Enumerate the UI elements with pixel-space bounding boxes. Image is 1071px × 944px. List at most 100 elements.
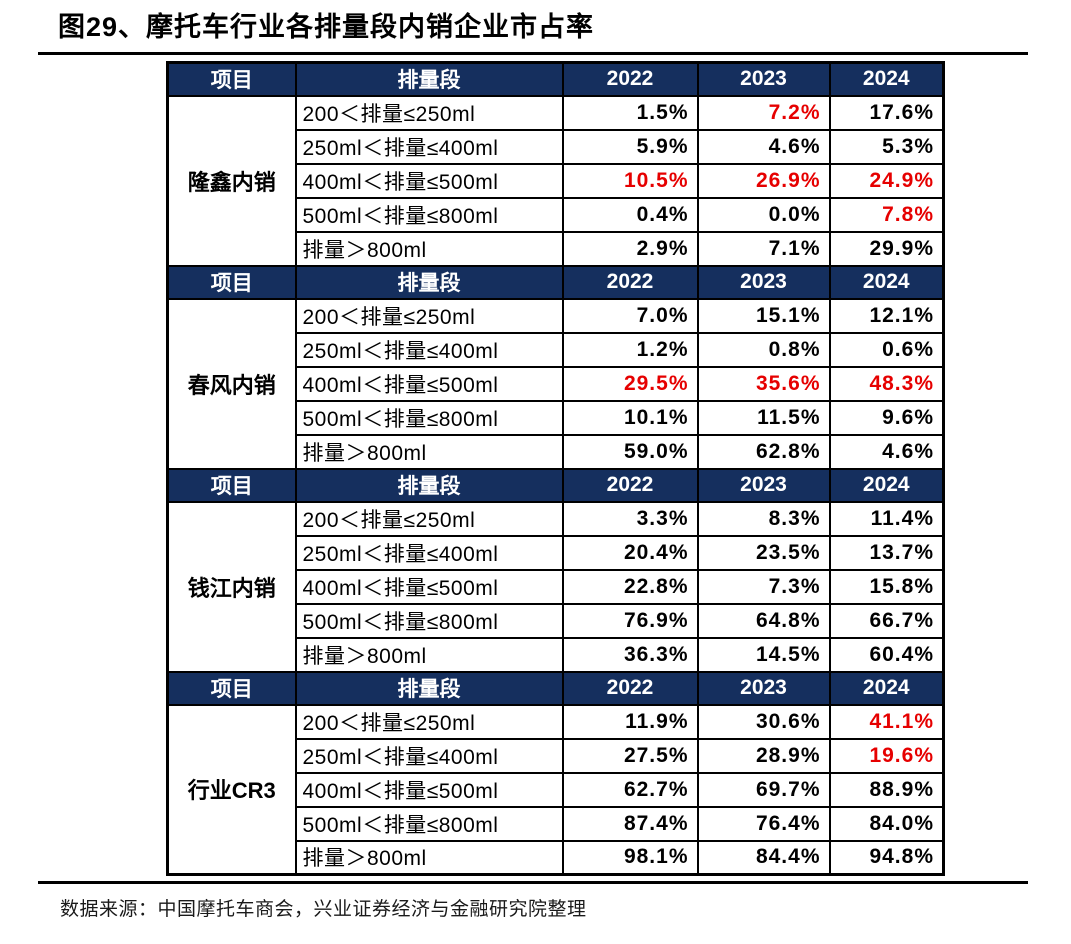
value-cell: 36.3% bbox=[561, 636, 699, 673]
column-header: 项目 bbox=[166, 61, 297, 97]
segment-label: 400ml＜排量≤500ml bbox=[294, 365, 564, 402]
table-row: 行业CR3 200＜排量≤250ml 11.9% 30.6% 41.1% bbox=[166, 703, 945, 876]
table-container: 项目 排量段 2022 2023 2024 隆鑫内销 200＜排量≤250ml 1.5% 7.2… bbox=[166, 61, 1071, 876]
value-cell: 0.8% bbox=[696, 331, 831, 368]
table-row: 250ml＜排量≤400ml 27.5% 28.9% 19.6% bbox=[168, 737, 945, 774]
table-row: 钱江内销 200＜排量≤250ml 3.3% 8.3% 11.4% bbox=[166, 500, 945, 673]
column-header: 2023 bbox=[696, 670, 831, 706]
footer-rule bbox=[38, 881, 1028, 884]
table-row: 春风内销 200＜排量≤250ml 7.0% 15.1% 12.1% bbox=[166, 297, 945, 470]
figure-title: 图29、摩托车行业各排量段内销企业市占率 bbox=[58, 12, 595, 42]
table-row: 500ml＜排量≤800ml 0.4% 0.0% 7.8% bbox=[168, 196, 945, 233]
value-cell: 0.0% bbox=[696, 196, 831, 233]
value-cell: 14.5% bbox=[696, 636, 831, 673]
value-cell: 5.9% bbox=[561, 128, 699, 165]
value-cell: 29.9% bbox=[828, 230, 945, 267]
value-cell: 76.9% bbox=[561, 602, 699, 639]
value-cell: 28.9% bbox=[696, 737, 831, 774]
value-cell: 1.2% bbox=[561, 331, 699, 368]
column-header: 排量段 bbox=[294, 467, 564, 503]
column-header: 项目 bbox=[166, 264, 297, 300]
table-section: 项目 排量段 2022 2023 2024 行业CR3 200＜排量≤250ml 11.9% 3… bbox=[166, 670, 945, 876]
table-section: 项目 排量段 2022 2023 2024 钱江内销 200＜排量≤250ml 3.3% 8.3… bbox=[166, 467, 945, 673]
value-cell: 7.3% bbox=[696, 568, 831, 605]
value-cell: 9.6% bbox=[828, 399, 945, 436]
group-label: 行业CR3 bbox=[166, 703, 297, 876]
value-cell: 84.4% bbox=[696, 839, 831, 876]
value-cell: 24.9% bbox=[828, 162, 945, 199]
value-cell: 15.8% bbox=[828, 568, 945, 605]
column-header: 2024 bbox=[828, 61, 945, 97]
value-cell: 59.0% bbox=[561, 433, 699, 470]
segment-label: 200＜排量≤250ml bbox=[294, 703, 564, 740]
value-cell: 11.4% bbox=[828, 500, 945, 537]
value-cell: 69.7% bbox=[696, 771, 831, 808]
column-header: 2024 bbox=[828, 264, 945, 300]
value-cell: 20.4% bbox=[561, 534, 699, 571]
value-cell: 13.7% bbox=[828, 534, 945, 571]
value-cell: 5.3% bbox=[828, 128, 945, 165]
group-label: 钱江内销 bbox=[166, 500, 297, 673]
value-cell: 3.3% bbox=[561, 500, 699, 537]
value-cell: 41.1% bbox=[828, 703, 945, 740]
value-cell: 8.3% bbox=[696, 500, 831, 537]
value-cell: 12.1% bbox=[828, 297, 945, 334]
table-row: 400ml＜排量≤500ml 10.5% 26.9% 24.9% bbox=[168, 162, 945, 199]
value-cell: 22.8% bbox=[561, 568, 699, 605]
value-cell: 88.9% bbox=[828, 771, 945, 808]
segment-label: 排量＞800ml bbox=[294, 433, 564, 470]
table-row: 400ml＜排量≤500ml 22.8% 7.3% 15.8% bbox=[168, 568, 945, 605]
table-row: 隆鑫内销 200＜排量≤250ml 1.5% 7.2% 17.6% bbox=[166, 94, 945, 267]
column-header: 2023 bbox=[696, 264, 831, 300]
table-row: 排量＞800ml 59.0% 62.8% 4.6% bbox=[168, 433, 945, 470]
segment-label: 400ml＜排量≤500ml bbox=[294, 771, 564, 808]
column-header: 2022 bbox=[561, 467, 699, 503]
segment-label: 400ml＜排量≤500ml bbox=[294, 568, 564, 605]
column-header: 2022 bbox=[561, 670, 699, 706]
segment-label: 500ml＜排量≤800ml bbox=[294, 602, 564, 639]
column-header: 2022 bbox=[561, 61, 699, 97]
segment-label: 250ml＜排量≤400ml bbox=[294, 331, 564, 368]
segment-label: 250ml＜排量≤400ml bbox=[294, 534, 564, 571]
value-cell: 35.6% bbox=[696, 365, 831, 402]
value-cell: 62.7% bbox=[561, 771, 699, 808]
value-cell: 11.9% bbox=[561, 703, 699, 740]
value-cell: 7.1% bbox=[696, 230, 831, 267]
group-label: 隆鑫内销 bbox=[166, 94, 297, 267]
value-cell: 62.8% bbox=[696, 433, 831, 470]
column-header: 2024 bbox=[828, 467, 945, 503]
column-header: 排量段 bbox=[294, 670, 564, 706]
value-cell: 0.4% bbox=[561, 196, 699, 233]
value-cell: 17.6% bbox=[828, 94, 945, 131]
column-header: 2022 bbox=[561, 264, 699, 300]
value-cell: 94.8% bbox=[828, 839, 945, 876]
title-rule bbox=[38, 52, 1028, 55]
value-cell: 23.5% bbox=[696, 534, 831, 571]
value-cell: 10.1% bbox=[561, 399, 699, 436]
value-cell: 60.4% bbox=[828, 636, 945, 673]
section-header-row: 项目 排量段 2022 2023 2024 bbox=[166, 264, 945, 300]
column-header: 项目 bbox=[166, 670, 297, 706]
value-cell: 66.7% bbox=[828, 602, 945, 639]
table-row: 250ml＜排量≤400ml 1.2% 0.8% 0.6% bbox=[168, 331, 945, 368]
segment-label: 排量＞800ml bbox=[294, 230, 564, 267]
column-header: 排量段 bbox=[294, 264, 564, 300]
column-header: 2023 bbox=[696, 467, 831, 503]
value-cell: 7.0% bbox=[561, 297, 699, 334]
group-label: 春风内销 bbox=[166, 297, 297, 470]
table-row: 排量＞800ml 36.3% 14.5% 60.4% bbox=[168, 636, 945, 673]
value-cell: 84.0% bbox=[828, 805, 945, 842]
value-cell: 11.5% bbox=[696, 399, 831, 436]
value-cell: 4.6% bbox=[696, 128, 831, 165]
value-cell: 7.8% bbox=[828, 196, 945, 233]
table-section: 项目 排量段 2022 2023 2024 隆鑫内销 200＜排量≤250ml 1.5% 7.2… bbox=[166, 61, 945, 267]
value-cell: 0.6% bbox=[828, 331, 945, 368]
segment-label: 排量＞800ml bbox=[294, 839, 564, 876]
table-row: 400ml＜排量≤500ml 29.5% 35.6% 48.3% bbox=[168, 365, 945, 402]
column-header: 2023 bbox=[696, 61, 831, 97]
segment-label: 500ml＜排量≤800ml bbox=[294, 805, 564, 842]
table-row: 排量＞800ml 98.1% 84.4% 94.8% bbox=[168, 839, 945, 876]
segment-label: 250ml＜排量≤400ml bbox=[294, 128, 564, 165]
segment-label: 250ml＜排量≤400ml bbox=[294, 737, 564, 774]
value-cell: 19.6% bbox=[828, 737, 945, 774]
